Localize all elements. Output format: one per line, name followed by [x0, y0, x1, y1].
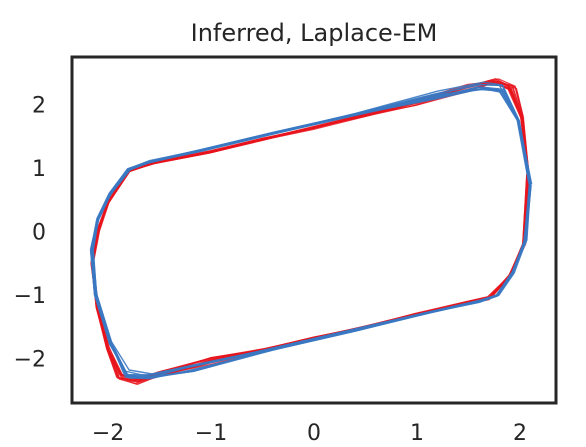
- x-tick-label: 1: [410, 421, 424, 446]
- x-tick-label: −2: [92, 421, 124, 446]
- chart-title: Inferred, Laplace-EM: [191, 19, 438, 47]
- y-tick-label: 2: [32, 94, 46, 119]
- series-line-blue: [92, 81, 532, 375]
- y-tick-label: 1: [32, 157, 46, 182]
- plot-frame: [70, 55, 558, 405]
- y-tick-label: −2: [14, 348, 46, 373]
- series-line-blue: [90, 88, 532, 379]
- series-line-blue: [90, 88, 531, 380]
- x-tick-label: 2: [513, 421, 527, 446]
- series-line-blue: [92, 86, 532, 378]
- series-line-blue: [90, 86, 531, 380]
- series-line-blue: [91, 88, 533, 379]
- y-tick-label: −1: [14, 284, 46, 309]
- series-line-red: [91, 81, 529, 379]
- x-tick-label: 0: [307, 421, 321, 446]
- series-line-blue: [91, 86, 532, 378]
- x-tick-label: −1: [195, 421, 227, 446]
- y-tick-label: 0: [32, 221, 46, 246]
